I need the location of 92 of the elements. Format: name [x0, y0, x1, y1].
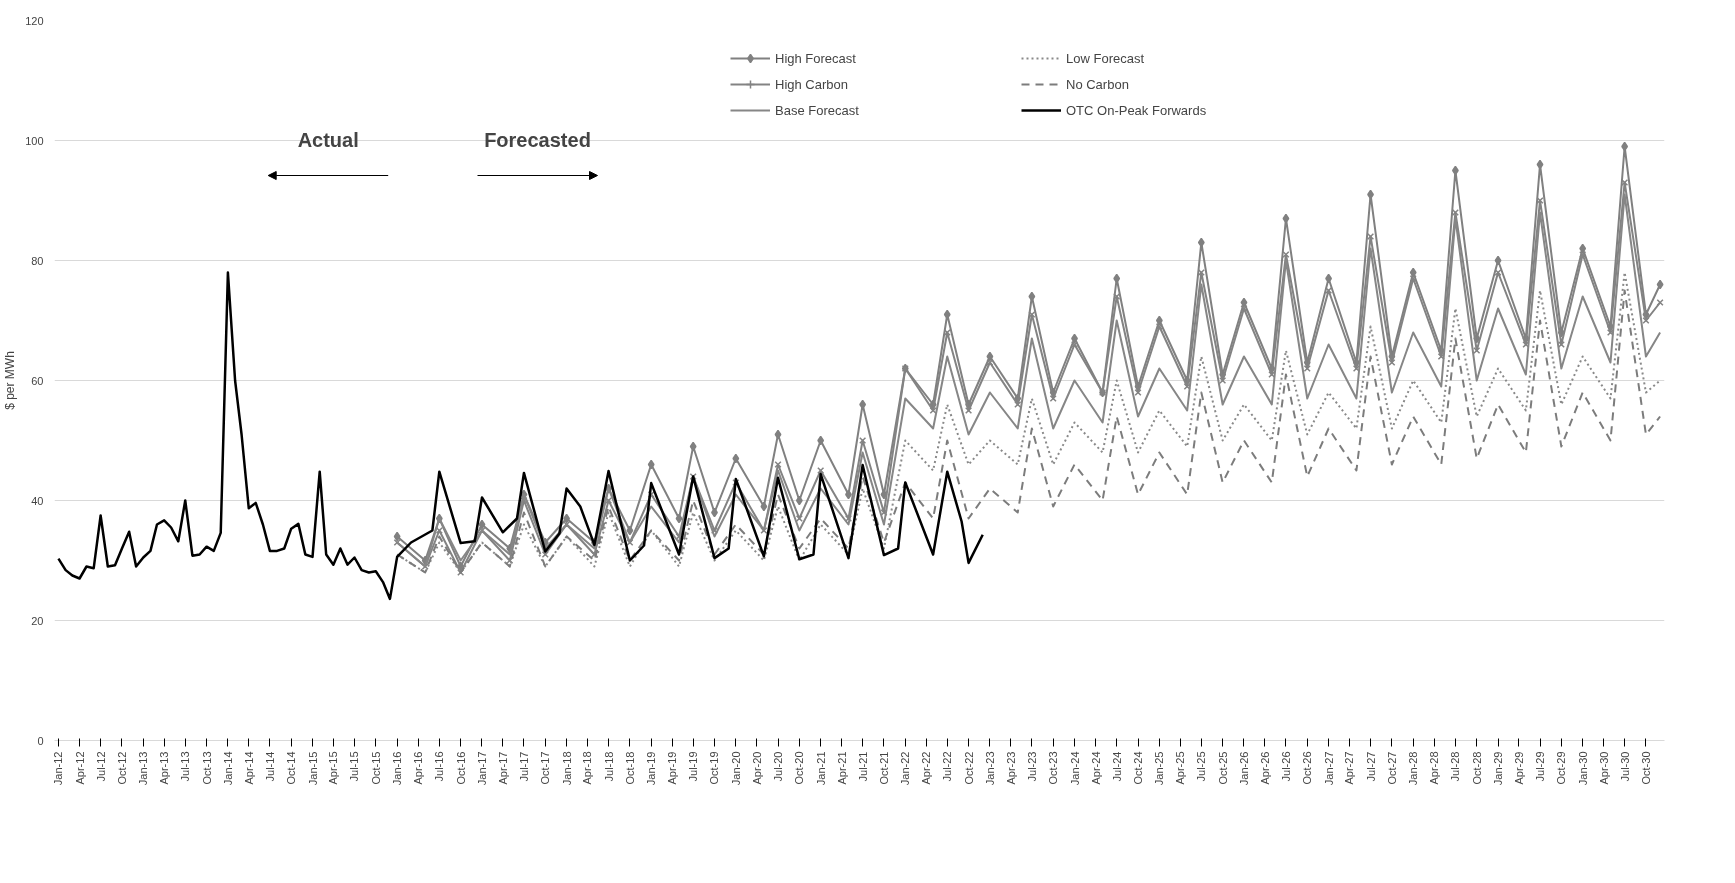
legend-label: Low Forecast [1066, 50, 1146, 66]
x-tick-label: Apr-14 [242, 751, 255, 785]
x-tick-label: Jan-30 [1576, 751, 1589, 786]
x-tick-label: Jan-16 [391, 751, 404, 786]
y-tick-label: 100 [25, 134, 44, 147]
y-tick-label: 120 [25, 14, 44, 27]
x-tick-label: Jul-27 [1364, 751, 1377, 782]
x-tick-label: Jul-16 [433, 751, 446, 782]
x-tick-label: Oct-29 [1555, 751, 1568, 785]
x-tick-label: Jul-18 [602, 751, 615, 782]
x-tick-label: Jan-25 [1153, 751, 1166, 786]
x-tick-label: Jul-20 [772, 751, 785, 782]
x-tick-label: Jul-25 [1195, 751, 1208, 782]
x-tick-label: Apr-25 [1174, 751, 1187, 785]
x-tick-label: Jul-13 [179, 751, 192, 782]
x-tick-label: Jul-30 [1618, 751, 1631, 782]
y-tick-label: 60 [31, 374, 44, 387]
x-tick-label: Jul-23 [1025, 751, 1038, 782]
legend-label: High Carbon [775, 76, 849, 92]
x-tick-label: Apr-16 [412, 751, 425, 785]
x-tick-label: Oct-26 [1301, 751, 1314, 785]
x-tick-label: Apr-20 [750, 751, 763, 785]
x-tick-label: Jan-29 [1492, 751, 1505, 786]
annotation: Actual [297, 128, 359, 151]
x-tick-label: Apr-12 [73, 751, 86, 785]
x-tick-label: Jan-22 [899, 751, 912, 786]
x-tick-label: Apr-17 [496, 751, 509, 785]
x-tick-label: Oct-14 [285, 751, 298, 785]
x-tick-label: Oct-18 [623, 751, 636, 785]
x-tick-label: Oct-13 [200, 751, 213, 785]
legend-label: High Forecast [775, 50, 857, 66]
x-tick-label: Apr-30 [1597, 751, 1610, 785]
y-tick-label: 80 [31, 254, 44, 267]
x-tick-label: Jan-14 [221, 751, 234, 786]
x-tick-label: Jul-24 [1110, 751, 1123, 782]
x-tick-label: Apr-27 [1343, 751, 1356, 785]
x-tick-label: Jan-19 [645, 751, 658, 786]
x-tick-label: Apr-24 [1089, 751, 1102, 785]
x-tick-label: Oct-21 [877, 751, 890, 785]
x-tick-label: Jan-18 [560, 751, 573, 786]
x-tick-label: Apr-29 [1512, 751, 1525, 785]
x-tick-label: Jan-21 [814, 751, 827, 786]
x-tick-label: Oct-20 [793, 751, 806, 785]
x-tick-label: Oct-12 [115, 751, 128, 785]
x-tick-label: Oct-28 [1470, 751, 1483, 785]
annotation: Forecasted [484, 128, 591, 151]
x-tick-label: Apr-28 [1428, 751, 1441, 785]
x-tick-label: Apr-19 [666, 751, 679, 785]
x-tick-label: Oct-30 [1639, 751, 1652, 785]
x-tick-label: Jan-28 [1407, 751, 1420, 786]
x-tick-label: Jan-13 [137, 751, 150, 786]
x-tick-label: Oct-27 [1385, 751, 1398, 785]
x-tick-label: Jul-21 [856, 751, 869, 782]
x-tick-label: Jan-12 [52, 751, 65, 786]
x-tick-label: Jul-12 [94, 751, 107, 782]
x-tick-label: Apr-22 [920, 751, 933, 785]
x-tick-label: Apr-26 [1258, 751, 1271, 785]
legend-label: Base Forecast [775, 102, 860, 118]
legend-label: No Carbon [1066, 76, 1130, 92]
x-tick-label: Apr-18 [581, 751, 594, 785]
legend-label: OTC On-Peak Forwards [1066, 102, 1208, 118]
x-tick-label: Jul-26 [1279, 751, 1292, 782]
x-tick-label: Apr-21 [835, 751, 848, 785]
y-tick-label: 20 [31, 614, 44, 627]
x-tick-label: Oct-16 [454, 751, 467, 785]
x-tick-label: Jan-24 [1068, 751, 1081, 786]
x-tick-label: Oct-23 [1047, 751, 1060, 785]
x-tick-label: Oct-24 [1132, 751, 1145, 785]
x-tick-label: Jan-17 [475, 751, 488, 786]
x-tick-label: Apr-15 [327, 751, 340, 785]
y-axis-title: $ per MWh [3, 351, 18, 410]
x-tick-label: Jul-17 [517, 751, 530, 782]
x-tick-label: Jan-26 [1237, 751, 1250, 786]
x-tick-label: Jul-29 [1534, 751, 1547, 782]
y-tick-label: 0 [37, 734, 44, 747]
x-tick-label: Jul-19 [687, 751, 700, 782]
x-tick-label: Oct-15 [369, 751, 382, 785]
x-tick-label: Jan-27 [1322, 751, 1335, 786]
x-tick-label: Oct-25 [1216, 751, 1229, 785]
x-tick-label: Oct-22 [962, 751, 975, 785]
x-tick-label: Jul-22 [941, 751, 954, 782]
x-tick-label: Jan-20 [729, 751, 742, 786]
x-tick-label: Apr-23 [1004, 751, 1017, 785]
x-tick-label: Jan-23 [983, 751, 996, 786]
x-tick-label: Oct-19 [708, 751, 721, 785]
x-tick-label: Jul-14 [263, 751, 276, 782]
x-tick-label: Jan-15 [306, 751, 319, 786]
x-tick-label: Oct-17 [539, 751, 552, 785]
x-tick-label: Jul-15 [348, 751, 361, 782]
y-tick-label: 40 [31, 494, 44, 507]
x-tick-label: Apr-13 [158, 751, 171, 785]
x-tick-label: Jul-28 [1449, 751, 1462, 782]
